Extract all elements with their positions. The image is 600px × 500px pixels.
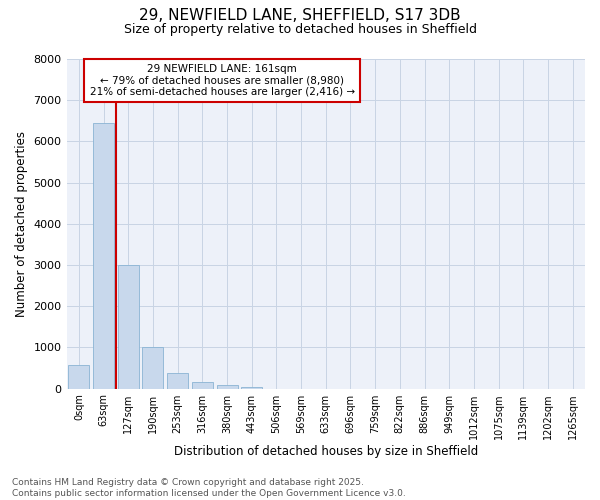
Bar (241, 386, 262, 388)
Bar (142, 348, 163, 389)
Text: Contains HM Land Registry data © Crown copyright and database right 2025.
Contai: Contains HM Land Registry data © Crown c… (12, 478, 406, 498)
Bar (93, 123, 114, 388)
Bar (192, 382, 213, 388)
Text: 29, NEWFIELD LANE, SHEFFIELD, S17 3DB: 29, NEWFIELD LANE, SHEFFIELD, S17 3DB (139, 8, 461, 22)
Bar (217, 385, 238, 388)
Y-axis label: Number of detached properties: Number of detached properties (15, 131, 28, 317)
Text: 29 NEWFIELD LANE: 161sqm
← 79% of detached houses are smaller (8,980)
21% of sem: 29 NEWFIELD LANE: 161sqm ← 79% of detach… (89, 64, 355, 97)
Text: Size of property relative to detached houses in Sheffield: Size of property relative to detached ho… (124, 22, 476, 36)
Bar (68, 364, 89, 388)
X-axis label: Distribution of detached houses by size in Sheffield: Distribution of detached houses by size … (173, 444, 478, 458)
Bar (167, 374, 188, 388)
Bar (118, 265, 139, 388)
